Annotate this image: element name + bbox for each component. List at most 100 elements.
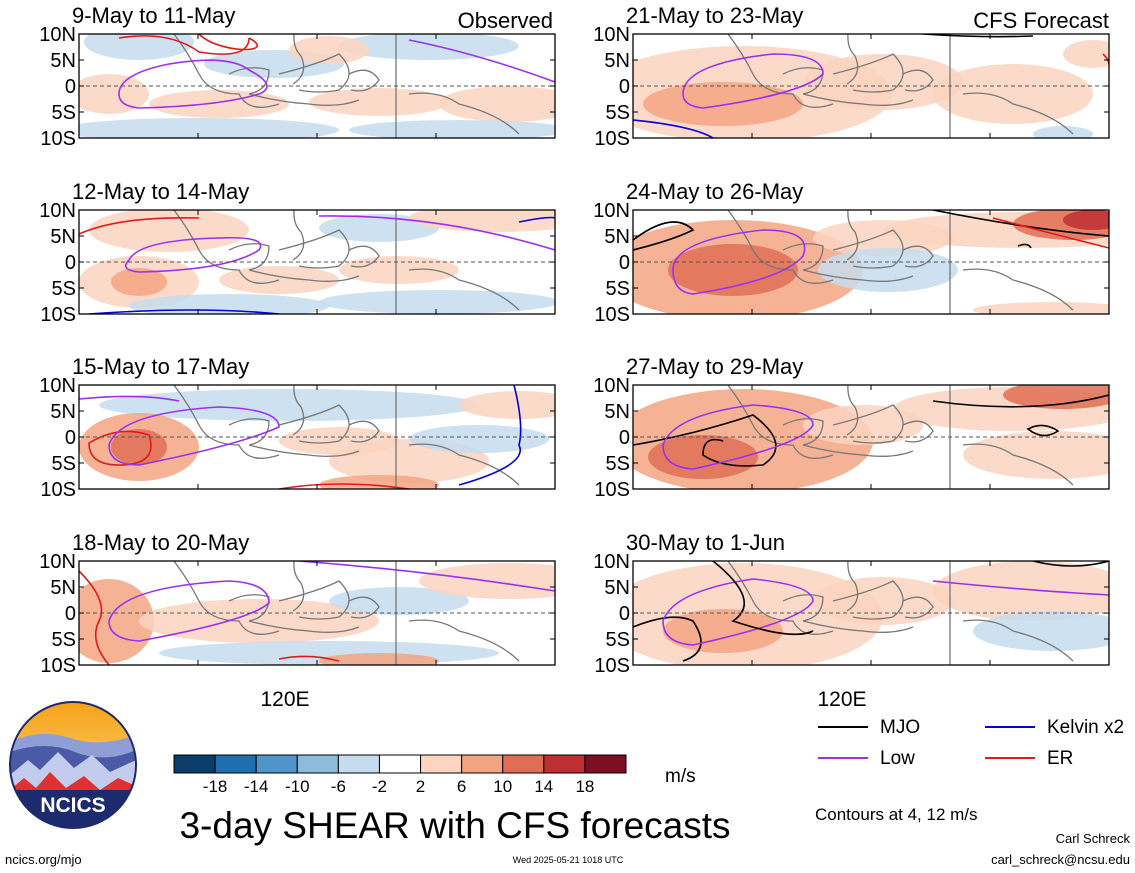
lat-tick-label: 10S [40, 304, 76, 326]
contour-mjo [932, 394, 1109, 408]
shear-fill [349, 120, 555, 138]
legend-label: ER [1047, 748, 1073, 769]
colorbar-tick-label: 6 [457, 777, 466, 796]
shear-fill [129, 294, 329, 314]
website-link[interactable]: ncics.org/mjo [5, 852, 82, 867]
shear-fill [1063, 40, 1109, 68]
contour-low [298, 561, 555, 592]
panel-title: 9-May to 11-May [72, 3, 235, 28]
lat-tick-label: 5S [52, 453, 76, 475]
lat-tick-label: 0 [65, 427, 76, 449]
lat-tick-label: 5N [50, 226, 76, 248]
colorbar-tick-label: -14 [244, 777, 269, 796]
lat-tick-label: 10S [40, 655, 76, 677]
contour-mjo [1032, 561, 1109, 567]
shear-fill [409, 425, 549, 453]
figure-title: 3-day SHEAR with CFS forecasts [179, 805, 730, 846]
lat-tick-label: 0 [65, 603, 76, 625]
shear-fill [818, 248, 958, 292]
colorbar-tick-label: 2 [416, 777, 425, 796]
lat-tick-label: 5S [52, 629, 76, 651]
shear-fill [339, 256, 459, 284]
shear-fill [439, 86, 555, 122]
contour-mjo [1017, 243, 1032, 249]
shear-fill [329, 587, 469, 615]
shear-fill [84, 34, 194, 60]
lat-tick-label: 10N [593, 24, 630, 46]
lat-tick-label: 5N [604, 401, 630, 423]
shear-fill [459, 391, 555, 419]
colorbar-swatch [461, 754, 504, 774]
contour-low [79, 395, 180, 402]
lat-tick-label: 0 [619, 76, 630, 98]
shear-fill [79, 118, 339, 138]
shear-fill [79, 74, 149, 114]
panel-title: 18-May to 20-May [72, 530, 249, 555]
lat-tick-label: 5N [50, 401, 76, 423]
contour-mjo [633, 414, 777, 467]
colorbar-swatch [255, 754, 298, 774]
shear-fill [319, 475, 439, 489]
colorbar-tick-label: -10 [285, 777, 310, 796]
shear-fill [1003, 385, 1109, 409]
lat-tick-label: 10N [39, 24, 76, 46]
shear-fill [1033, 126, 1093, 138]
shear-fill [803, 405, 923, 445]
panel-title: 12-May to 14-May [72, 179, 249, 204]
contour-er [992, 217, 1109, 249]
colorbar-tick-label: -6 [331, 777, 346, 796]
shear-fill [663, 609, 783, 653]
shear-fill [973, 611, 1109, 651]
contour-er [278, 483, 410, 489]
colorbar: -18 -14 -10 -6 -2 2 6 10 14 18 [173, 754, 627, 796]
shear-fill [319, 214, 439, 242]
lat-tick-label: 0 [619, 252, 630, 274]
coastline [727, 385, 1074, 489]
shear-fill [813, 577, 953, 625]
contour-mjo [712, 561, 814, 636]
shear-fill [803, 54, 963, 110]
lat-tick-label: 10S [40, 479, 76, 501]
contour-er [79, 217, 200, 235]
lat-tick-label: 10S [594, 479, 630, 501]
lat-tick-label: 5S [606, 629, 630, 651]
contour-mjo [633, 221, 695, 251]
shear-fill [668, 244, 798, 296]
legend-label: Low [880, 748, 915, 769]
shear-fill [933, 561, 1109, 621]
shear-fill [289, 36, 369, 64]
contour-kelvin-x2 [633, 119, 714, 138]
panel-title: 27-May to 29-May [626, 354, 803, 379]
shear-fill [319, 290, 555, 314]
colorbar-tick-label: -18 [203, 777, 228, 796]
colorbar-tick-label: 10 [493, 777, 512, 796]
ncics-logo: NCICS [9, 701, 137, 829]
author: Carl Schreck [1056, 831, 1131, 846]
coastline [173, 561, 520, 665]
logo-text: NCICS [40, 794, 105, 817]
coastline [727, 210, 1074, 314]
colorbar-swatch [296, 754, 339, 774]
lat-tick-label: 10N [593, 200, 630, 222]
contour-er [79, 570, 110, 665]
contour-low [932, 580, 1109, 596]
contour-legend: MJO Kelvin x2 Low ER [818, 717, 1124, 769]
units-label: m/s [665, 766, 696, 787]
lat-tick-label: 5S [52, 102, 76, 124]
lat-tick-label: 5S [52, 278, 76, 300]
colorbar-tick-label: 18 [575, 777, 594, 796]
shear-fill [1063, 210, 1109, 230]
lat-tick-label: 10S [594, 128, 630, 150]
lat-tick-label: 5N [604, 50, 630, 72]
contour-low [682, 53, 824, 109]
contour-low [318, 215, 555, 251]
x-tick-label-right: 120E [817, 688, 866, 711]
shear-fill [319, 653, 439, 665]
shear-fill [643, 82, 803, 126]
shear-fill [149, 90, 289, 118]
